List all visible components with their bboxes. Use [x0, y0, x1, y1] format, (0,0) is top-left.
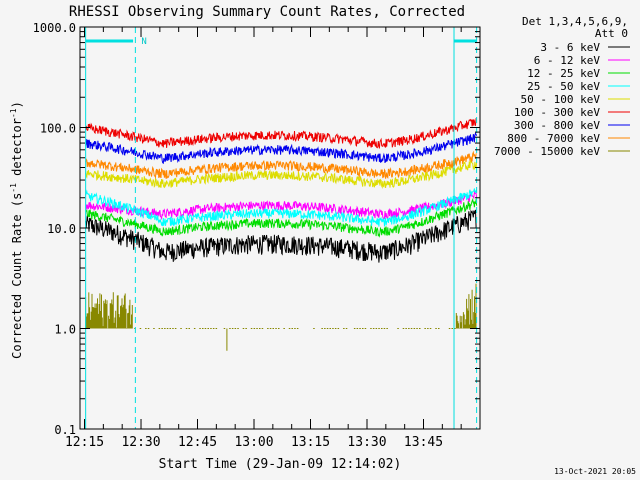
series-line: [85, 132, 478, 165]
series-line: [85, 209, 477, 263]
timestamp: 13-Oct-2021 20:05: [554, 467, 636, 476]
series-line: [85, 190, 478, 221]
series-line: [85, 150, 477, 180]
x-tick-label: 13:00: [234, 435, 273, 450]
legend-entry: 12 - 25 keV: [527, 67, 600, 80]
series-layer: [85, 117, 478, 351]
series-line: [85, 158, 478, 189]
y-tick-label: 100.0: [40, 122, 76, 136]
chart-title: RHESSI Observing Summary Count Rates, Co…: [69, 4, 465, 20]
x-tick-label: 13:30: [347, 435, 386, 450]
series-line-high-energy: [85, 283, 477, 329]
x-tick-label: 13:45: [404, 435, 443, 450]
series-line: [85, 198, 478, 238]
series-line: [85, 188, 477, 227]
y-tick-label: 1.0: [54, 323, 76, 337]
legend-header: Att 0: [595, 27, 628, 40]
x-tick-label: 12:15: [65, 435, 104, 450]
y-axis-label: Corrected Count Rate (s-1 detector-1): [9, 101, 24, 359]
legend-entry: 6 - 12 keV: [534, 54, 601, 67]
y-tick-label: 10.0: [47, 222, 76, 236]
legend-entry: 50 - 100 keV: [521, 93, 601, 106]
legend-header: Det 1,3,4,5,6,9,: [522, 15, 628, 28]
legend-entry: 100 - 300 keV: [514, 106, 600, 119]
x-tick-label: 13:15: [291, 435, 330, 450]
night-label: N: [141, 37, 146, 47]
x-tick-label: 12:30: [121, 435, 160, 450]
legend-entry: 3 - 6 keV: [540, 41, 600, 54]
y-tick-label: 0.1: [54, 423, 76, 437]
y-tick-label: 1000.0: [33, 21, 76, 35]
legend-entry: 800 - 7000 keV: [507, 132, 600, 145]
series-dots-high-energy: [134, 328, 456, 351]
axis-layer: 0.1 1.0 10.0 100.0 1000.0 12:15 12:30 12:45 13:0…: [33, 21, 481, 450]
legend-entry: 25 - 50 keV: [527, 80, 600, 93]
x-axis-label: Start Time (29-Jan-09 12:14:02): [159, 457, 402, 472]
x-tick-label: 12:45: [178, 435, 217, 450]
series-line: [85, 117, 478, 149]
legend-entry: 7000 - 15000 keV: [494, 145, 600, 158]
legend-entry: 300 - 800 keV: [514, 119, 600, 132]
